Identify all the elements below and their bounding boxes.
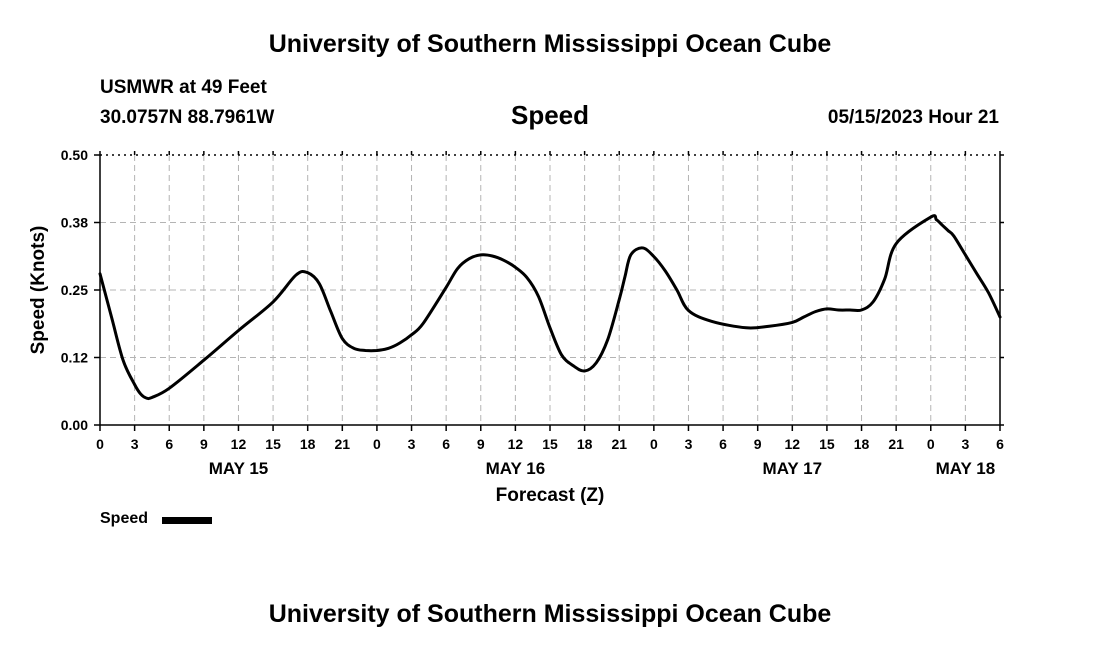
date-label: MAY 17 (763, 459, 823, 478)
x-tick-label: 21 (611, 436, 627, 452)
x-tick-label: 0 (373, 436, 381, 452)
x-tick-label: 12 (231, 436, 247, 452)
x-tick-label: 9 (477, 436, 485, 452)
date-label: MAY 18 (936, 459, 996, 478)
x-tick-label: 18 (300, 436, 316, 452)
x-tick-label: 9 (200, 436, 208, 452)
x-tick-label: 0 (927, 436, 935, 452)
x-tick-label: 18 (854, 436, 870, 452)
y-tick-label: 0.50 (61, 147, 88, 163)
date-label: MAY 15 (209, 459, 269, 478)
y-tick-label: 0.00 (61, 417, 88, 433)
x-tick-label: 21 (888, 436, 904, 452)
x-tick-label: 15 (819, 436, 835, 452)
x-tick-label: 3 (961, 436, 969, 452)
legend-label: Speed (100, 510, 148, 528)
x-tick-label: 18 (577, 436, 593, 452)
x-tick-label: 12 (785, 436, 801, 452)
x-tick-label: 0 (650, 436, 658, 452)
x-tick-label: 6 (996, 436, 1004, 452)
x-tick-label: 6 (165, 436, 173, 452)
x-axis-title: Forecast (Z) (496, 485, 605, 506)
y-tick-label: 0.38 (61, 215, 88, 231)
x-tick-label: 6 (442, 436, 450, 452)
x-tick-label: 21 (335, 436, 351, 452)
x-tick-label: 3 (685, 436, 693, 452)
date-label: MAY 16 (486, 459, 546, 478)
x-tick-label: 9 (754, 436, 762, 452)
x-tick-label: 12 (508, 436, 524, 452)
y-axis-title: Speed (Knots) (28, 226, 49, 355)
x-tick-label: 3 (408, 436, 416, 452)
page-title-bottom: University of Southern Mississippi Ocean… (0, 600, 1100, 629)
y-tick-label: 0.25 (61, 282, 88, 298)
y-tick-label: 0.12 (61, 350, 88, 366)
x-tick-label: 6 (719, 436, 727, 452)
x-tick-label: 15 (265, 436, 281, 452)
x-tick-label: 0 (96, 436, 104, 452)
x-tick-label: 15 (542, 436, 558, 452)
x-tick-label: 3 (131, 436, 139, 452)
legend-swatch (162, 517, 212, 524)
